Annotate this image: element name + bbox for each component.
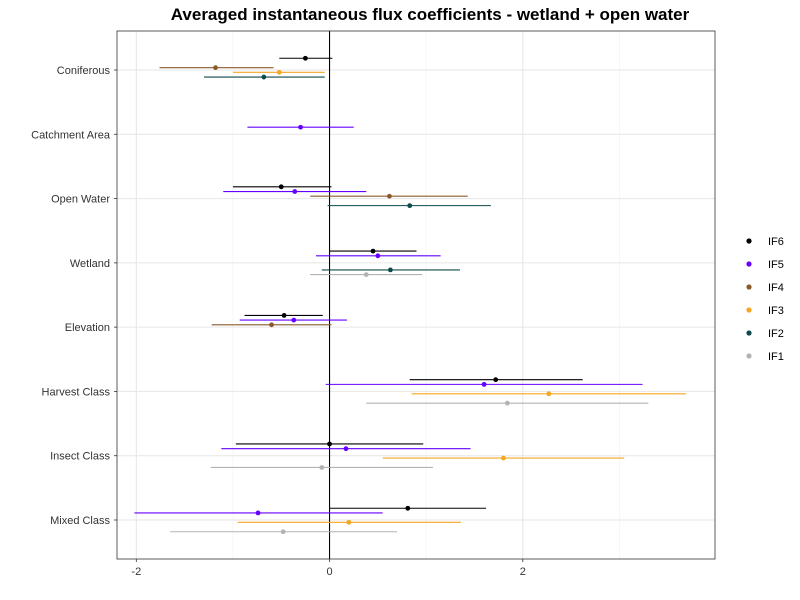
- legend-label-if5: IF5: [768, 259, 784, 271]
- plot-border: [116, 30, 716, 560]
- point-if6: [302, 55, 308, 61]
- point-if3: [501, 455, 506, 461]
- point-if2: [261, 74, 267, 80]
- legend-label-if3: IF3: [768, 305, 784, 317]
- point-if5: [298, 124, 303, 130]
- point-if4: [269, 322, 274, 328]
- y-tick-label: Elevation: [65, 322, 110, 334]
- plot-background: [117, 31, 715, 559]
- x-tick-label: 2: [520, 566, 526, 578]
- chart-title: Averaged instantaneous flux coefficients…: [171, 5, 690, 24]
- point-if6: [405, 505, 411, 511]
- point-if1: [280, 529, 286, 535]
- point-if5: [291, 317, 297, 323]
- legend-key-if5: [746, 261, 752, 267]
- point-if4: [387, 193, 392, 199]
- point-if6: [370, 248, 376, 254]
- legend: IF6 IF5 IF4 IF3 IF2 IF1: [746, 236, 784, 363]
- y-tick-label: Harvest Class: [42, 386, 111, 398]
- x-tick-label: 0: [326, 566, 332, 578]
- point-if6: [493, 377, 499, 383]
- point-if6: [281, 312, 287, 318]
- legend-key-if6: [746, 238, 752, 244]
- legend-key-if4: [746, 284, 752, 290]
- legend-label-if1: IF1: [768, 351, 784, 363]
- legend-key-if2: [746, 330, 752, 336]
- point-if5: [292, 189, 298, 194]
- y-tick-label: Open Water: [51, 194, 110, 206]
- legend-label-if2: IF2: [768, 328, 784, 340]
- point-if1: [319, 465, 325, 470]
- legend-label-if4: IF4: [768, 282, 784, 294]
- point-if5: [375, 253, 381, 259]
- legend-key-if1: [746, 353, 752, 359]
- point-if5: [481, 381, 487, 387]
- y-axis: Coniferous Catchment Area Open Water Wetlan…: [31, 65, 117, 527]
- point-if5: [255, 510, 261, 516]
- point-if6: [278, 184, 284, 190]
- y-tick-label: Catchment Area: [31, 129, 111, 141]
- x-axis: -2 0 2: [131, 559, 526, 578]
- legend-key-if3: [746, 307, 752, 313]
- marks-layer: [134, 55, 687, 535]
- point-if3: [276, 69, 282, 75]
- point-if1: [504, 400, 510, 406]
- legend-label-if6: IF6: [768, 236, 784, 248]
- point-if2: [387, 267, 393, 273]
- y-tick-label: Wetland: [70, 258, 110, 270]
- y-tick-label: Insect Class: [50, 451, 110, 463]
- point-if3: [346, 519, 352, 525]
- point-if4: [213, 65, 218, 71]
- y-tick-label: Mixed Class: [50, 515, 110, 527]
- point-if6: [327, 441, 332, 447]
- x-tick-label: -2: [131, 566, 141, 578]
- y-tick-label: Coniferous: [57, 65, 111, 77]
- point-if1: [363, 272, 369, 278]
- point-if2: [407, 203, 413, 209]
- point-if3: [546, 391, 552, 397]
- point-if5: [343, 446, 349, 452]
